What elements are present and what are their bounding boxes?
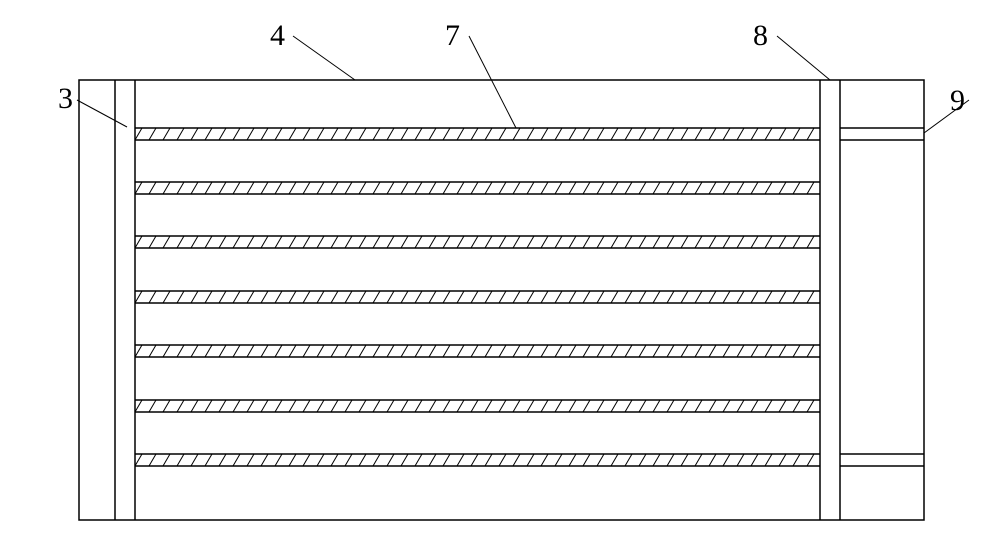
leader-line-7 [469,36,516,128]
callout-label-7: 7 [445,19,460,52]
technical-diagram: 3 4 7 8 9 [0,0,1000,558]
callout-label-4: 4 [270,19,285,52]
callout-label-3: 3 [58,82,73,115]
leader-line-8 [777,36,830,80]
slat-2 [135,236,820,248]
callout-label-8: 8 [753,19,768,52]
leader-line-3 [77,100,127,127]
slat-5 [135,400,820,412]
slat-3 [135,291,820,303]
slat-4 [135,345,820,357]
callout-label-9: 9 [950,84,965,117]
slat-1 [135,182,820,194]
leader-line-4 [293,36,355,80]
slat-0 [135,128,820,140]
slat-6 [135,454,820,466]
